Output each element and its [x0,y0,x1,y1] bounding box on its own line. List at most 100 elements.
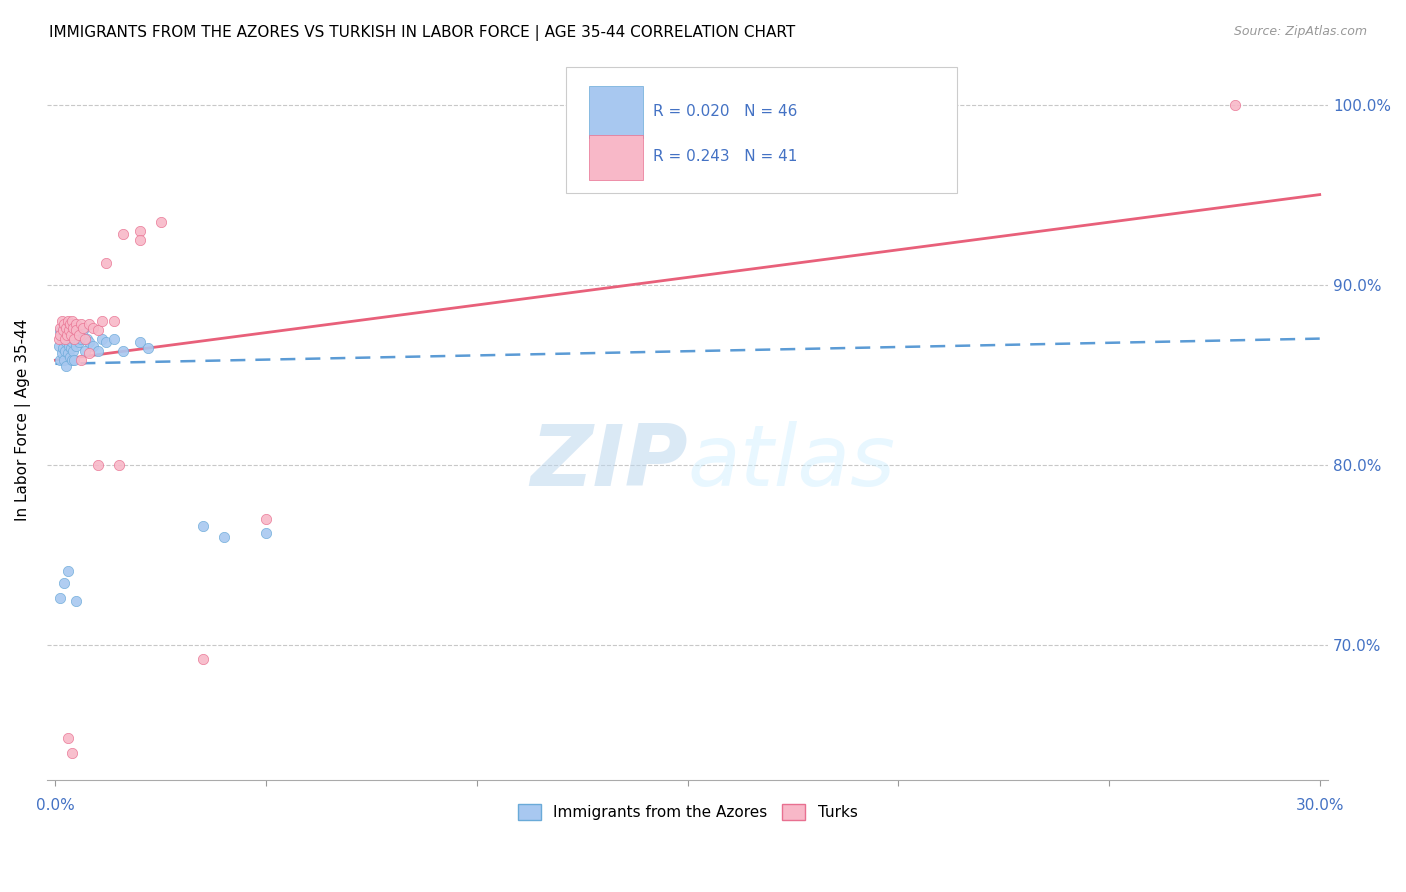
Text: 0.0%: 0.0% [37,797,75,813]
Point [128,224,150,238]
Point [103,332,125,346]
Point [53,344,76,359]
Point [65,594,87,608]
Point [56,313,79,327]
Point [107,458,129,472]
Point [136,341,159,355]
Point [48,332,70,346]
Text: Source: ZipAtlas.com: Source: ZipAtlas.com [1233,25,1367,38]
Point [53,332,76,346]
Point [49,328,72,343]
Point [86,344,108,359]
Point [65,323,87,337]
Point [60,353,83,368]
Point [73,332,96,346]
Point [52,317,75,331]
Point [48,339,70,353]
Point [49,325,72,339]
Legend: Immigrants from the Azores, Turks: Immigrants from the Azores, Turks [512,797,863,826]
FancyBboxPatch shape [589,87,643,138]
Point [51,346,73,360]
Point [58,323,80,337]
Point [60,746,83,760]
Point [56,332,79,346]
Point [63,332,86,346]
Text: ZIP: ZIP [530,421,688,504]
Point [48,320,70,334]
Point [55,320,77,334]
Point [52,323,75,337]
Point [56,346,79,360]
Point [191,652,214,666]
Point [90,332,112,346]
Point [65,317,87,331]
Point [60,335,83,350]
Point [128,335,150,350]
Point [77,346,100,360]
Text: R = 0.243   N = 41: R = 0.243 N = 41 [652,149,797,164]
Text: IMMIGRANTS FROM THE AZORES VS TURKISH IN LABOR FORCE | AGE 35-44 CORRELATION CHA: IMMIGRANTS FROM THE AZORES VS TURKISH IN… [49,25,796,41]
Text: R = 0.020   N = 46: R = 0.020 N = 46 [652,104,797,119]
Point [72,323,94,337]
Point [65,339,87,353]
Point [111,227,134,242]
Point [82,320,104,334]
Point [86,323,108,337]
Point [76,332,98,346]
Point [56,323,79,337]
Point [56,564,79,578]
Y-axis label: In Labor Force | Age 35-44: In Labor Force | Age 35-44 [15,318,31,521]
Point [254,526,277,541]
Point [55,359,77,373]
Point [69,317,91,331]
Point [82,339,104,353]
Point [62,320,84,334]
Point [111,344,134,359]
FancyBboxPatch shape [565,67,956,193]
FancyBboxPatch shape [589,136,643,180]
Point [94,335,117,350]
Point [90,313,112,327]
Point [60,313,83,327]
Point [52,341,75,355]
Point [86,458,108,472]
Point [65,328,87,343]
Point [52,576,75,591]
Point [77,335,100,350]
Point [60,341,83,355]
Point [94,256,117,270]
Point [59,328,82,343]
Point [191,518,214,533]
Point [58,339,80,353]
Point [67,328,90,343]
Point [55,335,77,350]
Point [60,328,83,343]
Point [52,332,75,346]
Point [254,511,277,525]
Point [69,353,91,368]
Point [73,344,96,359]
Point [48,353,70,368]
Text: atlas: atlas [688,421,896,504]
Point [72,320,94,334]
Point [48,591,70,605]
Point [77,317,100,331]
Point [63,353,86,368]
Point [212,530,235,544]
Point [128,233,150,247]
Point [56,731,79,746]
Point [56,328,79,343]
Point [52,353,75,368]
Point [67,335,90,350]
Point [51,332,73,346]
Point [63,332,86,346]
Point [103,313,125,327]
Text: 30.0%: 30.0% [1295,797,1344,813]
Point [69,332,91,346]
Point [59,317,82,331]
Point [51,313,73,327]
Point [59,350,82,364]
Point [1225,97,1247,112]
Point [149,214,172,228]
Point [62,344,84,359]
